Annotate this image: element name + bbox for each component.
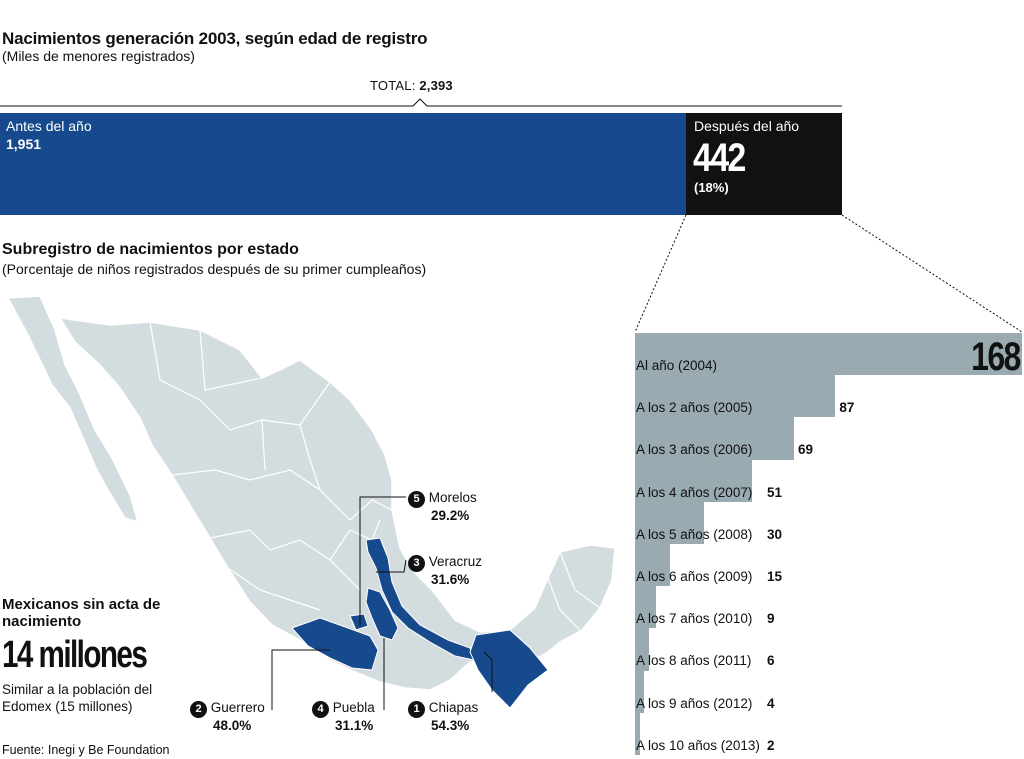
before-year-label: Antes del año (6, 118, 92, 134)
morelos-shape (349, 613, 369, 631)
state-pct: 31.6% (431, 572, 470, 587)
rank-badge: 5 (408, 491, 425, 508)
map-subtitle: (Porcentaje de niños registrados después… (2, 261, 427, 277)
state-name: Guerrero (210, 700, 265, 715)
age-bar (635, 375, 836, 418)
age-bar (635, 544, 670, 587)
state-name: Veracruz (428, 554, 483, 569)
age-bar (635, 586, 656, 629)
age-bar-value: 51 (767, 484, 783, 500)
before-year-bar (0, 113, 686, 215)
age-bar-value: 2 (767, 737, 775, 753)
undocumented-heading: Mexicanos sin acta de nacimiento (2, 596, 161, 630)
callout-guerrero: 2 Guerrero 48.0% (190, 700, 265, 734)
total-value: 2,393 (419, 78, 453, 93)
age-bar (635, 670, 645, 713)
state-pct: 48.0% (213, 718, 252, 733)
undocumented-big-number: 14 millones (2, 634, 148, 676)
age-bar (635, 712, 640, 755)
undocumented-note: Similar a la población del Edomex (15 mi… (2, 682, 153, 714)
age-bar-value: 30 (767, 526, 783, 542)
chart-title: Nacimientos generación 2003, según edad … (2, 29, 428, 48)
age-bar-label: A los 9 años (2012) (636, 695, 753, 711)
callout-veracruz: 3 Veracruz 31.6% (408, 554, 482, 588)
state-pct: 54.3% (431, 718, 470, 733)
age-bar-label: A los 4 años (2007) (636, 484, 753, 500)
state-pct: 31.1% (335, 718, 374, 733)
age-bar-label: A los 2 años (2005) (636, 400, 753, 416)
after-year-value: 442 (693, 136, 746, 180)
rank-badge: 3 (408, 555, 425, 572)
age-bar (635, 501, 705, 544)
mexico-map (6, 295, 616, 710)
age-bar (635, 333, 1022, 376)
state-name: Chiapas (428, 700, 479, 715)
age-bar-value: 15 (767, 569, 783, 584)
map-title: Subregistro de nacimientos por estado (2, 241, 299, 258)
callout-leaders (271, 496, 493, 710)
callout-chiapas: 1 Chiapas 54.3% (408, 700, 478, 734)
age-bar-label: A los 6 años (2009) (636, 569, 753, 584)
after-year-label: Después del año (694, 118, 800, 134)
rank-badge: 1 (408, 701, 425, 718)
state-pct: 29.2% (431, 508, 470, 523)
state-name: Puebla (332, 700, 375, 715)
rank-badge: 4 (312, 701, 329, 718)
rank-badge: 2 (190, 701, 207, 718)
before-year-value: 1,951 (6, 136, 42, 152)
age-bar (635, 459, 753, 502)
age-bar-value: 69 (797, 442, 813, 458)
source-note: Fuente: Inegi y Be Foundation (2, 743, 170, 757)
puebla-shape (365, 587, 399, 641)
age-bar-label: Al año (2004) (636, 358, 718, 373)
age-bar-value: 4 (767, 695, 775, 711)
age-bar-value: 87 (839, 400, 855, 416)
after-year-pct: (18%) (694, 180, 729, 195)
age-bar-label: A los 3 años (2006) (636, 442, 753, 458)
after-year-bar (686, 113, 842, 215)
state-name: Morelos (428, 490, 477, 505)
chiapas-shape (469, 629, 549, 709)
state-borders (149, 321, 601, 631)
total-label: TOTAL: 2,393 (370, 78, 453, 93)
total-bracket (0, 98, 842, 107)
age-bar-value: 168 (971, 335, 1021, 379)
callout-morelos: 5 Morelos 29.2% (408, 490, 477, 524)
callout-puebla: 4 Puebla 31.1% (312, 700, 375, 734)
age-bar (635, 417, 794, 460)
baja-california-shape (6, 295, 140, 524)
chart-subtitle: (Miles de menores registrados) (2, 48, 195, 64)
age-bar-value: 6 (767, 653, 775, 669)
age-bar (635, 628, 649, 671)
age-bar-label: A los 5 años (2008) (636, 526, 753, 542)
age-bar-value: 9 (767, 611, 775, 627)
registration-age-chart: Al año (2004) 168 A los 2 años (2005) 87 A l… (635, 333, 1024, 759)
age-bar-label: A los 7 años (2010) (636, 611, 753, 627)
zoom-connector (634, 214, 1023, 333)
guerrero-shape (291, 617, 379, 671)
total-label-text: TOTAL: (370, 78, 416, 93)
age-bar-label: A los 8 años (2011) (636, 653, 752, 669)
age-bar-label: A los 10 años (2013) (636, 737, 760, 753)
